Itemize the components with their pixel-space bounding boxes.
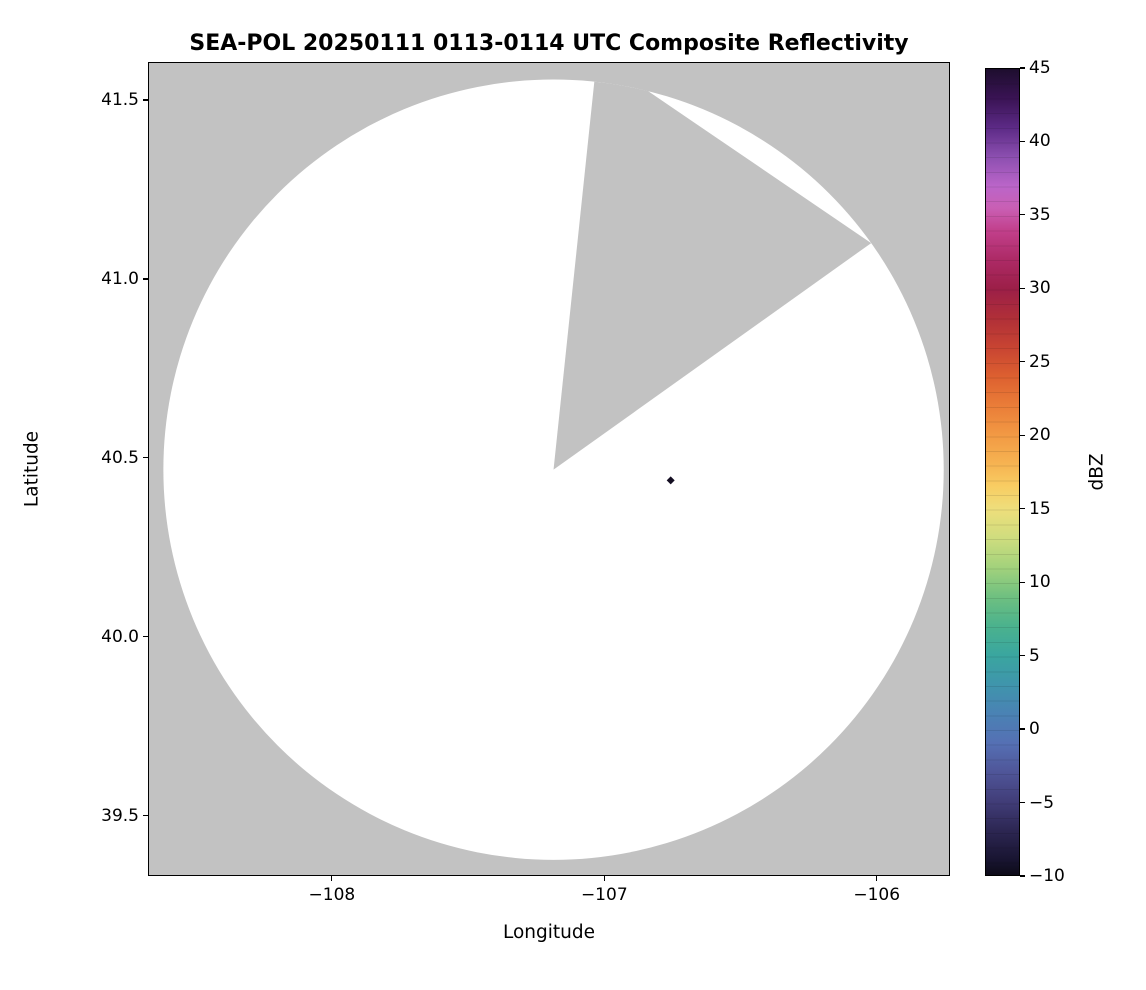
blocked-sector-wedge	[553, 81, 872, 470]
y-tick-mark	[143, 636, 148, 638]
colorbar-tick-label: −5	[1029, 792, 1055, 813]
x-axis-label: Longitude	[502, 922, 595, 943]
colorbar-tick-label: 10	[1029, 572, 1051, 593]
radar-echo-point	[666, 476, 675, 485]
colorbar-tick-mark	[1020, 728, 1025, 730]
colorbar-tick-label: 30	[1029, 278, 1051, 299]
colorbar-tick-mark	[1020, 140, 1025, 143]
colorbar-tick-mark	[1020, 287, 1025, 289]
colorbar-tick-mark	[1020, 214, 1025, 216]
y-axis-label: Latitude	[21, 430, 43, 508]
colorbar-gradient	[986, 69, 1019, 875]
y-tick-label: 41.5	[101, 89, 139, 110]
radar-coverage-plot	[163, 79, 944, 860]
chart-title: SEA-POL 20250111 0113-0114 UTC Composite…	[189, 31, 909, 56]
y-tick-label: 41.0	[101, 268, 139, 289]
x-tick-label: −106	[853, 885, 901, 905]
colorbar-tick-label: −10	[1029, 866, 1065, 886]
y-tick-mark	[143, 815, 148, 817]
colorbar-tick-label: 45	[1029, 58, 1051, 78]
colorbar-tick-label: 15	[1029, 498, 1051, 519]
colorbar-tick-mark	[1020, 434, 1025, 436]
colorbar-tick-mark	[1020, 361, 1025, 363]
y-tick-mark	[143, 278, 148, 280]
colorbar-tick-mark	[1020, 875, 1025, 877]
colorbar-tick-label: 5	[1029, 645, 1040, 666]
colorbar-tick-label: 40	[1029, 131, 1051, 152]
y-tick-label: 39.5	[101, 805, 139, 826]
colorbar-tick-mark	[1020, 508, 1025, 510]
colorbar	[985, 68, 1020, 876]
x-tick-label: −108	[308, 885, 356, 905]
y-tick-label: 40.5	[101, 447, 139, 468]
y-tick-mark	[143, 99, 148, 101]
colorbar-tick-label: 0	[1029, 719, 1040, 740]
colorbar-level-bands	[986, 69, 1019, 875]
x-tick-mark	[331, 876, 333, 881]
colorbar-tick-mark	[1020, 801, 1025, 804]
x-tick-mark	[603, 876, 605, 881]
y-tick-label: 40.0	[101, 626, 139, 647]
x-tick-mark	[876, 876, 878, 881]
plot-area	[148, 62, 950, 876]
colorbar-tick-label: 20	[1029, 425, 1051, 446]
colorbar-tick-mark	[1020, 67, 1025, 69]
y-tick-mark	[143, 457, 148, 459]
colorbar-tick-label: 35	[1029, 204, 1051, 225]
colorbar-tick-mark	[1020, 581, 1025, 583]
colorbar-tick-label: 25	[1029, 351, 1051, 372]
colorbar-label: dBZ	[1086, 453, 1108, 491]
colorbar-tick-mark	[1020, 655, 1025, 657]
x-tick-label: −107	[580, 885, 628, 905]
